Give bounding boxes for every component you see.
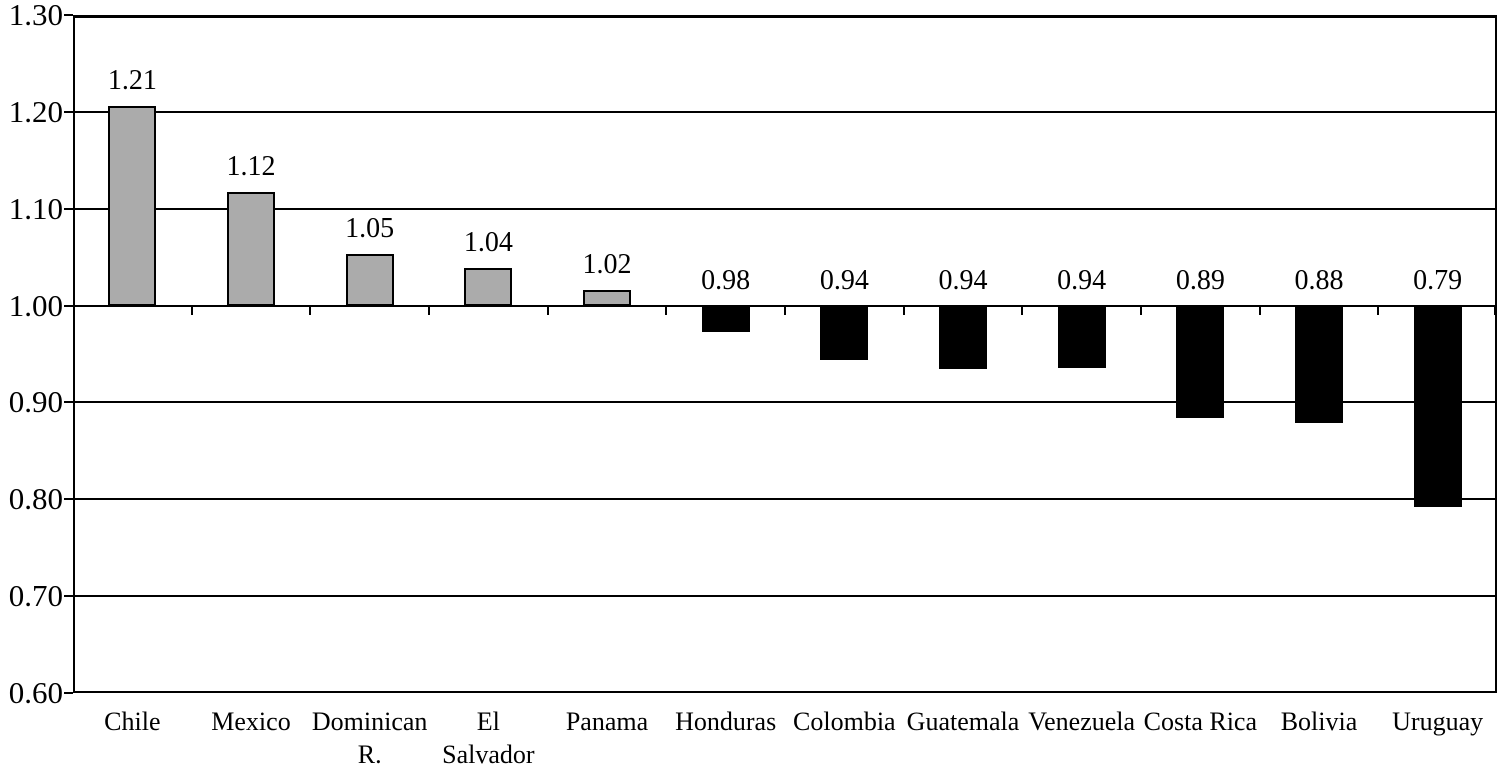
y-axis-tick: [64, 14, 73, 16]
bar: [464, 267, 513, 306]
x-axis-label: Dominican R.: [297, 705, 442, 766]
x-axis-tick: [546, 305, 549, 315]
x-axis-label: Honduras: [653, 705, 798, 738]
plot-border-bottom: [73, 691, 1497, 693]
y-axis-tick: [64, 595, 73, 598]
x-axis-tick: [1494, 305, 1496, 315]
x-axis-label: Guatemala: [891, 705, 1036, 738]
x-axis-label-line: Salvador: [442, 740, 535, 766]
x-axis-label-line: Dominican: [311, 707, 428, 736]
gridline: [73, 498, 1497, 501]
x-axis-label: Chile: [60, 705, 205, 738]
bar-value-label: 0.79: [1413, 264, 1463, 296]
y-axis-label: 0.70: [8, 578, 63, 614]
plot-area: 1.30 1.20 1.10 1.00 0.90 0.80 0.70 0.60 1.21 1.12…: [9, 0, 1497, 766]
x-axis-tick: [190, 305, 193, 315]
y-axis-label: 1.00: [8, 287, 63, 323]
gridline: [73, 401, 1497, 404]
y-axis-label: 0.80: [8, 481, 63, 517]
bar-value-label: 1.12: [226, 151, 276, 183]
bar: [1057, 305, 1106, 368]
x-axis-label: Uruguay: [1365, 705, 1500, 738]
x-axis-label-line: Costa Rica: [1143, 707, 1258, 736]
plot-border-top: [73, 15, 1497, 18]
x-axis-tick: [665, 305, 668, 315]
y-axis-label: 1.20: [8, 93, 63, 129]
bar: [1176, 305, 1225, 418]
gridline: [73, 595, 1497, 598]
gridline: [73, 207, 1497, 210]
x-axis-tick: [1021, 305, 1024, 315]
bar: [227, 192, 275, 306]
x-axis-label-line: Panama: [565, 707, 649, 736]
gridline: [73, 110, 1497, 113]
x-axis-label: Mexico: [179, 705, 324, 738]
x-axis-label: El Salvador: [416, 705, 561, 766]
x-axis-label-line: Colombia: [793, 707, 896, 736]
y-axis-tick: [64, 110, 73, 113]
bar: [583, 290, 631, 306]
x-axis-label-line: Bolivia: [1280, 707, 1358, 736]
y-axis-tick: [64, 692, 73, 694]
x-axis-label-line: Uruguay: [1392, 707, 1484, 736]
x-axis-label: Colombia: [772, 705, 917, 738]
x-axis-label: Costa Rica: [1128, 705, 1273, 738]
bar: [701, 305, 750, 332]
x-axis-tick: [1140, 305, 1142, 315]
bar: [345, 254, 394, 306]
x-axis-label-line: Venezuela: [1028, 707, 1136, 736]
y-axis-tick: [64, 498, 73, 501]
bar: [1413, 305, 1462, 508]
x-axis-label: Bolivia: [1247, 705, 1392, 738]
bar-value-label: 1.02: [582, 249, 632, 281]
x-axis-label: Venezuela: [1009, 705, 1154, 738]
x-axis-label-line: Honduras: [675, 707, 777, 736]
y-axis-label: 1.10: [8, 190, 63, 226]
bar-value-label: 1.04: [463, 226, 513, 258]
y-axis-tick: [64, 401, 73, 404]
y-axis-tick: [64, 304, 73, 307]
bar: [108, 106, 157, 306]
plot-border-right: [1495, 15, 1497, 693]
x-axis-label-line: Chile: [104, 707, 161, 736]
x-axis-tick: [428, 305, 430, 315]
x-axis-tick: [784, 305, 786, 315]
x-axis-tick: [902, 305, 905, 315]
x-axis-tick: [309, 305, 312, 315]
x-axis-tick: [1258, 305, 1261, 315]
bar: [820, 305, 869, 360]
x-axis-label-line: Mexico: [211, 707, 291, 736]
bar-value-label: 1.21: [107, 65, 157, 97]
bar-value-label: 0.94: [938, 264, 988, 296]
bar-value-label: 0.94: [819, 264, 869, 296]
x-axis-tick: [1377, 305, 1380, 315]
bar: [939, 305, 987, 369]
x-axis-label-line: Guatemala: [906, 707, 1020, 736]
y-axis-line: [73, 15, 75, 693]
bar-value-label: 0.89: [1175, 264, 1225, 296]
x-axis-label-line: El: [476, 707, 500, 736]
bar-value-label: 1.05: [345, 213, 395, 245]
x-axis-label-line: R.: [357, 740, 382, 766]
y-axis-label: 0.60: [8, 675, 63, 710]
bar-value-label: 0.94: [1057, 264, 1107, 296]
bar-value-label: 0.98: [701, 264, 751, 296]
y-axis-label: 1.30: [8, 0, 63, 32]
y-axis-label: 0.90: [8, 384, 63, 420]
x-axis-label: Panama: [535, 705, 680, 738]
y-axis-tick: [64, 207, 73, 210]
bar: [1295, 305, 1343, 423]
bar-value-label: 0.88: [1294, 264, 1344, 296]
